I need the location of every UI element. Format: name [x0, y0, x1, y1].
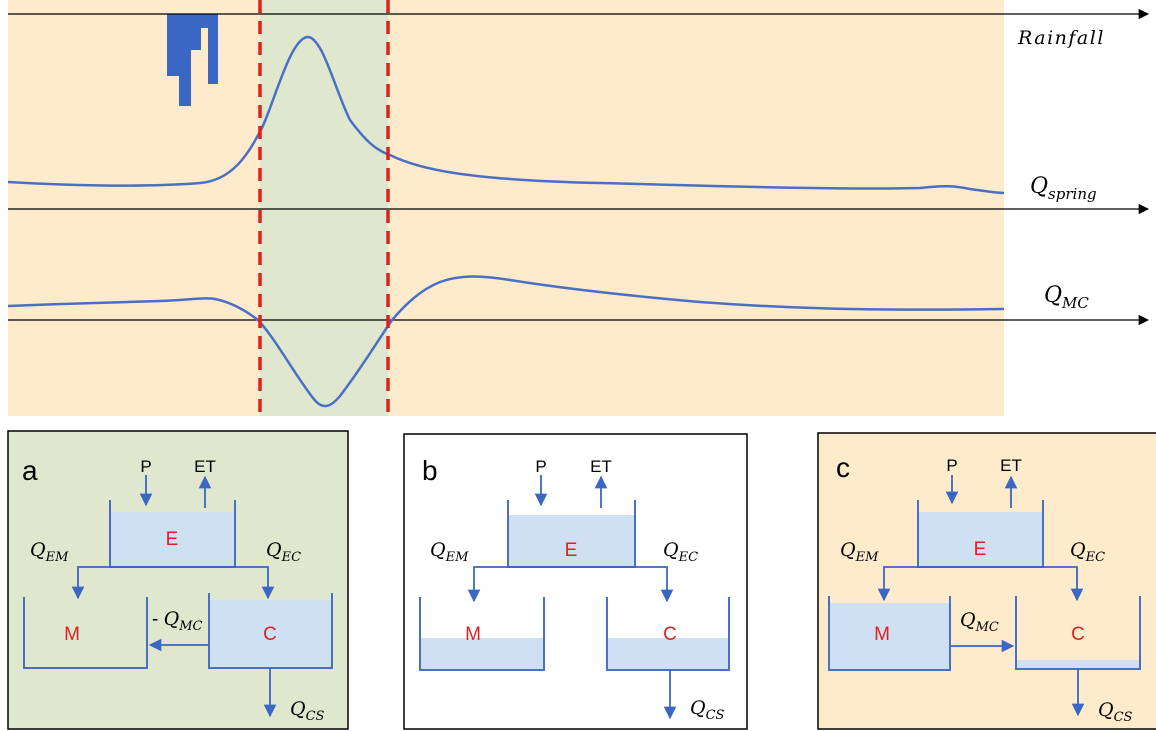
q-ec-label: QEC: [266, 539, 301, 565]
q-ec-label: QEC: [1070, 539, 1105, 565]
reservoir-e-water: [918, 512, 1043, 567]
q-mc-label: QMC: [960, 609, 999, 635]
rainfall-bar: [208, 14, 218, 84]
reservoir-m-label: M: [465, 624, 481, 645]
q-cs-label: QCS: [290, 698, 325, 724]
reservoir-e-label: E: [166, 529, 179, 550]
q-em-label: QEM: [30, 539, 69, 565]
reservoir-c-water: [209, 600, 332, 668]
q-ec-arrow: [172, 566, 275, 600]
reservoir-m: [23, 597, 148, 669]
q-em-label: QEM: [840, 539, 879, 565]
q-em-arrow: [467, 566, 571, 603]
q-ec-label: QEC: [663, 539, 698, 565]
reservoir-c-label: C: [263, 624, 277, 645]
reservoir-m-water: [420, 638, 544, 670]
q-cs-label: QCS: [690, 697, 725, 723]
panel-b: b E M C P ET QEM QEC QCS: [403, 433, 748, 730]
reservoir-m-label: M: [874, 624, 890, 645]
rainfall-bar: [201, 14, 208, 28]
reservoir-c-water: [1016, 660, 1140, 669]
q-em-arrow: [877, 566, 980, 602]
panel-c-letter: c: [836, 452, 850, 483]
reservoir-c-label: C: [663, 624, 677, 645]
q-cs-label: QCS: [1098, 699, 1133, 725]
panel-b-frame: [403, 433, 748, 730]
panel-a: a E M C P ET QEM QEC - QMC QCS: [7, 430, 349, 730]
qspring-label: Qspring: [1030, 174, 1097, 203]
timeseries-panel: Rainfall Qspring QMC: [7, 0, 1150, 416]
panel-c: c E M C P ET QEM QEC QMC QCS: [817, 432, 1156, 730]
q-em-arrow: [71, 566, 172, 600]
reservoir-e-water: [110, 512, 235, 567]
panel-a-frame: [7, 430, 349, 730]
p-label: P: [140, 457, 151, 476]
q-ec-arrow: [571, 566, 674, 603]
q-mc-label: - QMC: [152, 608, 202, 634]
p-label: P: [535, 457, 546, 476]
rainfall-bar: [179, 14, 191, 106]
event-highlight-band: [260, 0, 388, 416]
reservoir-m: [828, 596, 951, 671]
reservoir-m-water: [829, 603, 950, 670]
reservoir-m: [419, 597, 545, 671]
reservoir-c-water: [607, 638, 729, 670]
q-ec-arrow: [980, 566, 1084, 602]
q-em-label: QEM: [430, 539, 469, 565]
et-label: ET: [590, 457, 612, 476]
reservoir-c-label: C: [1071, 624, 1085, 645]
timeseries-background: [8, 0, 1004, 416]
panel-a-letter: a: [22, 455, 38, 486]
rainfall-bars: [167, 14, 218, 106]
rainfall-bar: [191, 14, 201, 50]
rainfall-label: Rainfall: [1017, 27, 1105, 49]
reservoir-e-water: [508, 515, 635, 567]
qspring-curve: [7, 35, 1005, 195]
et-label: ET: [194, 457, 216, 476]
p-label: P: [946, 456, 957, 475]
et-label: ET: [1000, 456, 1022, 475]
panel-c-frame: [817, 432, 1156, 730]
reservoir-m-label: M: [64, 624, 80, 645]
reservoir-e-label: E: [565, 540, 578, 561]
reservoir-e-label: E: [974, 539, 987, 560]
qmc-label: QMC: [1044, 283, 1089, 312]
rainfall-bar: [167, 14, 179, 76]
qmc-curve: [7, 275, 1005, 408]
reservoir-c: [606, 597, 730, 671]
panel-b-letter: b: [422, 455, 438, 486]
